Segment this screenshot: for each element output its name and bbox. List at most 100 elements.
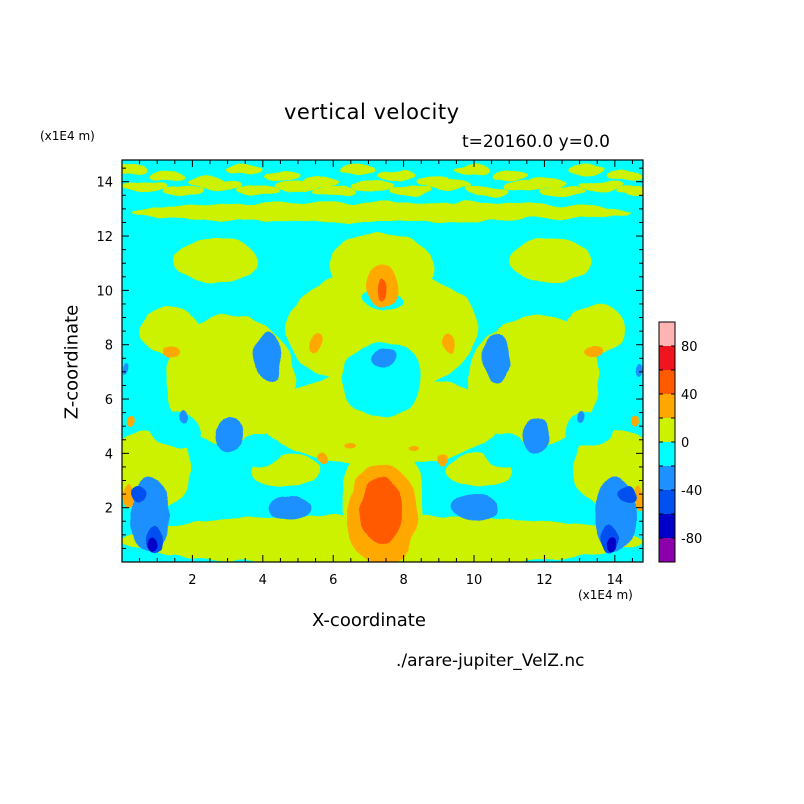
contour-region (173, 238, 257, 282)
colorbar-label: -80 (681, 532, 702, 547)
colorbar-segment (659, 514, 675, 538)
y-tick-label: 8 (105, 339, 113, 354)
contour-region (226, 165, 262, 175)
plot-frame (121, 159, 644, 563)
y-tick-label: 6 (105, 393, 113, 408)
x-tick-label: 12 (536, 573, 553, 588)
contour-region (607, 537, 617, 553)
colorbar-segment (659, 538, 675, 562)
contour-region (123, 181, 167, 191)
chart-subtitle: t=20160.0 y=0.0 (462, 132, 610, 152)
x-tick-label: 8 (399, 573, 407, 588)
contour-region (579, 181, 623, 191)
contour-region (238, 434, 282, 466)
contour-region (378, 278, 386, 302)
contour-region (310, 333, 322, 353)
x-axis-label: X-coordinate (312, 610, 426, 631)
x-tick-label: 14 (607, 573, 624, 588)
contour-region (342, 342, 422, 418)
contour-region (438, 452, 448, 464)
contour-region (576, 412, 584, 424)
contour-region (630, 414, 638, 426)
colorbar-segment (659, 322, 675, 346)
contour-region (454, 165, 490, 175)
y-tick-label: 14 (96, 176, 113, 191)
contour-region (351, 181, 395, 191)
contour-region (268, 496, 312, 520)
colorbar-segment (659, 346, 675, 370)
contour-region (453, 496, 497, 520)
contour-region (427, 181, 471, 191)
contour-region (565, 412, 615, 448)
contour-region (140, 305, 200, 355)
contour-region (492, 171, 528, 181)
contour-region (565, 305, 625, 355)
contour-region (148, 537, 158, 553)
contour-region (317, 452, 327, 464)
contour-region (568, 165, 604, 175)
contour-region (465, 186, 509, 196)
x-tick-label: 10 (466, 573, 483, 588)
contour-region (264, 171, 300, 181)
colorbar-label: 0 (681, 436, 689, 451)
y-axis-unit: (x1E4 m) (40, 129, 95, 143)
contour-region (237, 186, 281, 196)
y-tick-label: 10 (96, 284, 113, 299)
contour-layer (122, 165, 643, 562)
contour-region (484, 331, 510, 383)
contour-region (340, 165, 376, 175)
contour-region (530, 177, 566, 187)
colorbar-segment (659, 394, 675, 418)
contour-region (541, 186, 585, 196)
contour-region (132, 202, 632, 222)
y-tick-label: 12 (96, 230, 113, 245)
contour-region (389, 186, 433, 196)
contour-region (150, 171, 186, 181)
colorbar-segment (659, 466, 675, 490)
contour-region (637, 364, 643, 376)
contour-region (216, 418, 242, 452)
y-tick-label: 2 (105, 502, 113, 517)
contour-region (410, 444, 420, 450)
contour-region (620, 486, 636, 502)
colorbar-segment (659, 370, 675, 394)
contour-region (606, 171, 642, 181)
chart-title: vertical velocity (284, 100, 460, 124)
contour-region (287, 270, 477, 390)
contour-region (122, 364, 128, 376)
x-tick-label: 2 (188, 573, 196, 588)
contour-region (313, 186, 357, 196)
contour-region (162, 346, 180, 358)
contour-region (617, 186, 643, 196)
contour-region (150, 412, 200, 448)
contour-region (370, 347, 394, 367)
x-tick-label: 4 (259, 573, 267, 588)
x-axis-unit: (x1E4 m) (578, 588, 633, 602)
contour-region (302, 177, 338, 187)
contour-region (523, 418, 549, 452)
contour-region (127, 414, 135, 426)
contour-region (483, 434, 527, 466)
colorbar-label: 40 (681, 388, 698, 403)
contour-region (122, 165, 148, 175)
contour-region (585, 346, 603, 358)
colorbar-label: -40 (681, 484, 702, 499)
contour-region (633, 485, 643, 509)
contour-region (129, 486, 145, 502)
contour-region (443, 333, 455, 353)
contour-region (255, 331, 281, 383)
contour-region (122, 485, 132, 509)
colorbar-segment (659, 442, 675, 466)
contour-region (181, 412, 189, 424)
contour-region (378, 171, 414, 181)
colorbar-segment (659, 490, 675, 514)
colorbar-label: 80 (681, 340, 698, 355)
x-tick-label: 6 (329, 573, 337, 588)
contour-region (362, 476, 402, 544)
y-tick-label: 4 (105, 447, 113, 462)
colorbar-segment (659, 418, 675, 442)
contour-region (199, 181, 243, 191)
contour-region (345, 444, 355, 450)
source-filename: ./arare-jupiter_VelZ.nc (396, 651, 585, 671)
